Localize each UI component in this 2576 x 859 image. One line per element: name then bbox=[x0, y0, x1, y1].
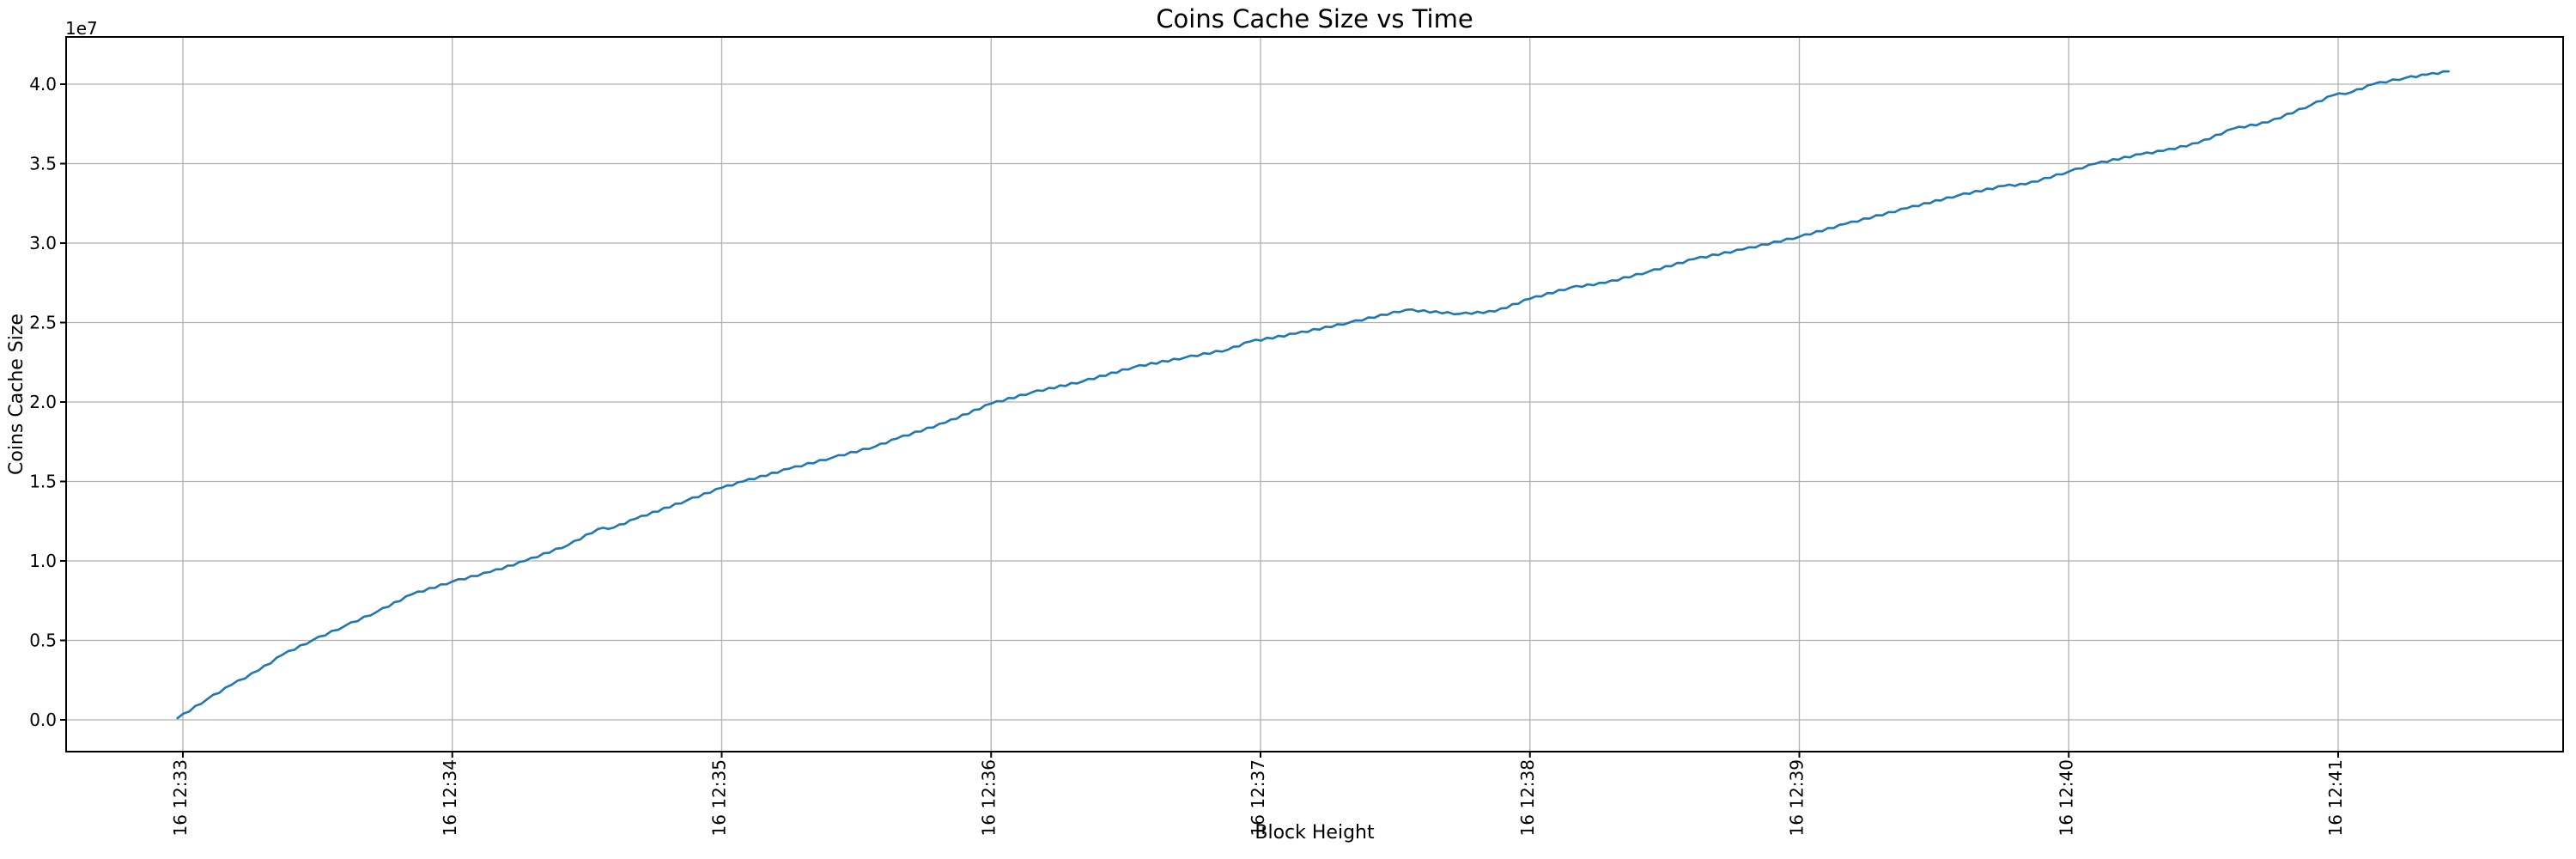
y-tick-label-7: 3.5 bbox=[29, 154, 57, 174]
x-tick-label-7: 16 12:40 bbox=[2056, 759, 2076, 836]
x-tick-label-0: 16 12:33 bbox=[170, 759, 191, 836]
series-line bbox=[176, 70, 2450, 720]
y-axis-offset-text: 1e7 bbox=[65, 18, 98, 39]
y-tick-label-8: 4.0 bbox=[29, 74, 57, 94]
x-tick-label-2: 16 12:35 bbox=[709, 759, 730, 836]
y-tick-label-3: 1.5 bbox=[29, 472, 57, 492]
chart-title: Coins Cache Size vs Time bbox=[1156, 4, 1473, 34]
y-axis-label: Coins Cache Size bbox=[6, 314, 27, 475]
y-tick-label-0: 0.0 bbox=[29, 710, 57, 730]
x-tick-label-3: 16 12:36 bbox=[978, 759, 999, 836]
plot-border bbox=[65, 36, 2564, 752]
x-tick-label-5: 16 12:38 bbox=[1517, 759, 1538, 836]
x-tick-label-8: 16 12:41 bbox=[2325, 759, 2346, 836]
y-tick-label-1: 0.5 bbox=[29, 631, 57, 651]
y-tick-label-4: 2.0 bbox=[29, 392, 57, 412]
x-tick-label-6: 16 12:39 bbox=[1787, 759, 1807, 836]
y-tick-label-5: 2.5 bbox=[29, 313, 57, 333]
y-tick-label-2: 1.0 bbox=[29, 551, 57, 571]
x-axis-label: Block Height bbox=[1255, 822, 1375, 844]
y-tick-label-6: 3.0 bbox=[29, 233, 57, 253]
x-tick-label-4: 16 12:37 bbox=[1248, 759, 1268, 836]
plot-area bbox=[66, 37, 2563, 752]
x-tick-label-1: 16 12:34 bbox=[440, 759, 460, 836]
